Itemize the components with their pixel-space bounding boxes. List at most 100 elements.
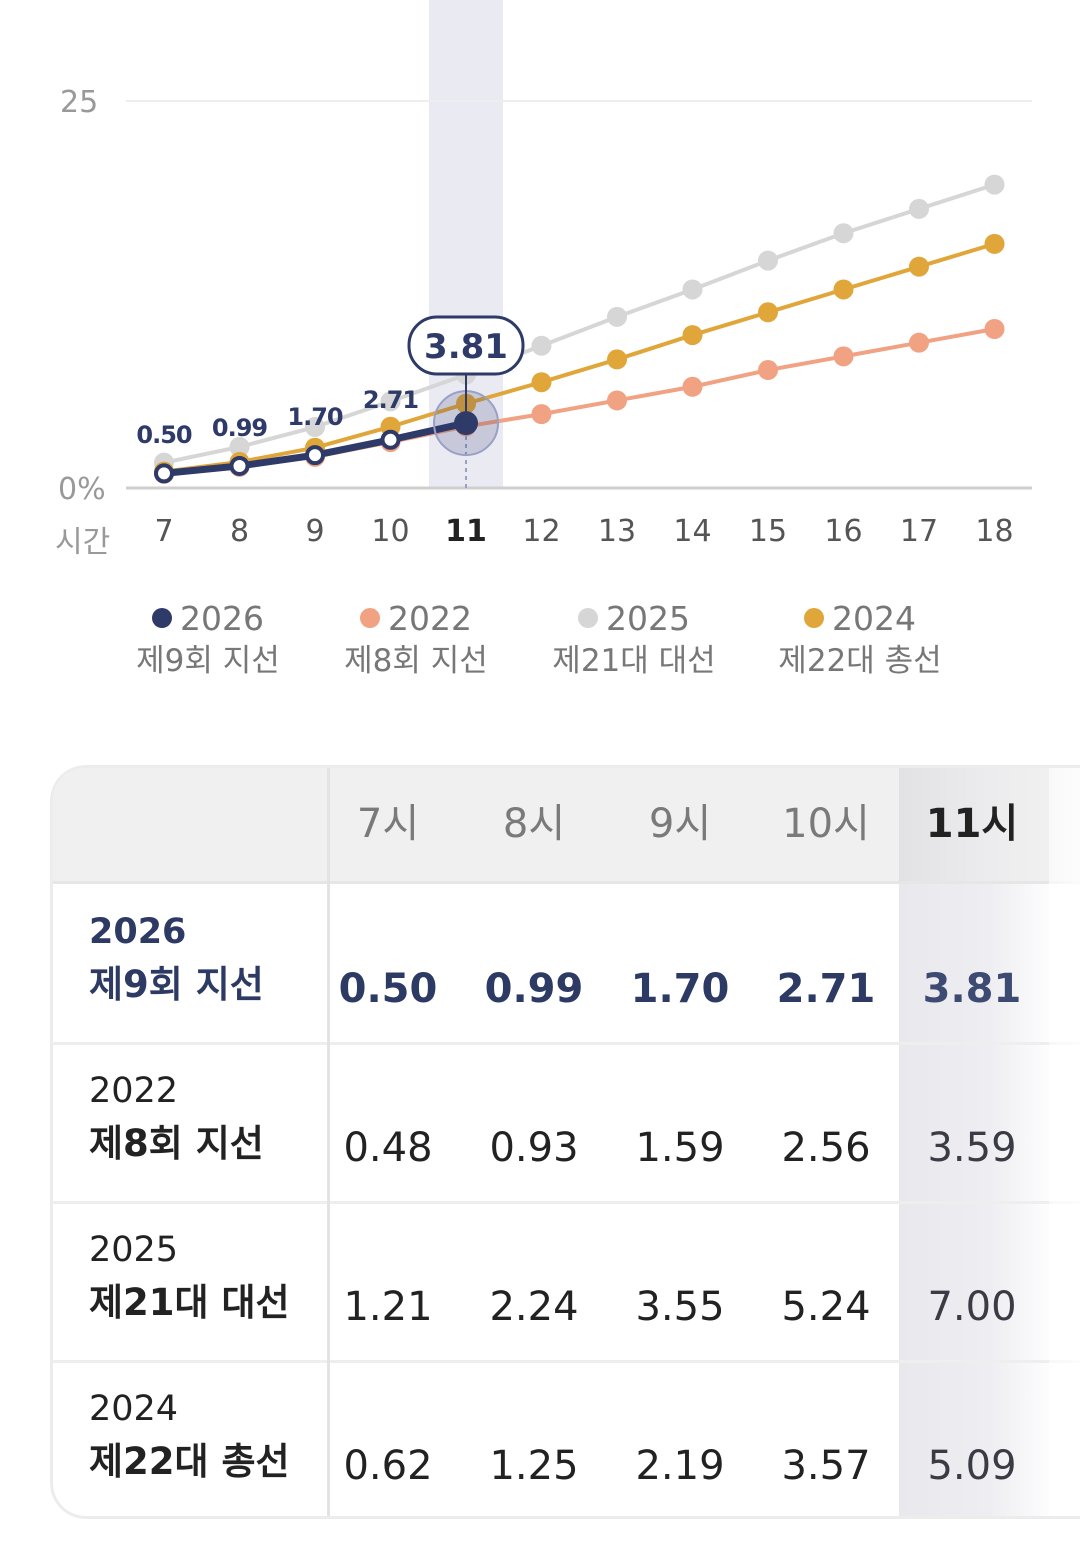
scroll-fade xyxy=(1049,768,1080,1516)
x-tick-labels: 7 8 9 10 11 12 13 14 15 16 17 18 xyxy=(154,514,1013,549)
series-point xyxy=(531,404,552,425)
x-tick-label: 11 xyxy=(445,514,487,549)
header-hour-7: 7시 xyxy=(356,801,420,847)
legend-name: 제21대 대선 xyxy=(552,643,716,679)
legend-item-2022[interactable]: 2022 제8회 지선 xyxy=(306,598,526,682)
series-line xyxy=(162,241,997,474)
table-row-2024: 2024 제22대 총선 0.62 1.25 2.19 3.57 5.09 xyxy=(53,1361,1080,1516)
series-point xyxy=(682,376,703,397)
series-point xyxy=(833,223,854,244)
series-point xyxy=(984,319,1005,339)
row-label: 2025 제21대 대선 xyxy=(89,1224,319,1330)
series-point xyxy=(531,335,552,356)
legend-year: 2026 xyxy=(180,599,264,638)
row-election-name: 제21대 대선 xyxy=(89,1281,290,1324)
x-tick-label: 15 xyxy=(749,514,787,549)
series-point xyxy=(380,391,401,412)
legend-dot-icon xyxy=(360,608,380,628)
x-tick-label: 13 xyxy=(598,514,636,549)
table-header-row: 7시 8시 9시 10시 11시 xyxy=(53,768,1080,884)
x-tick-label: 12 xyxy=(522,514,560,549)
table-cell: 0.93 xyxy=(489,1125,579,1171)
x-tick-label: 16 xyxy=(824,514,862,549)
legend-item-2025[interactable]: 2025 제21대 대선 xyxy=(524,598,744,682)
row-election-name: 제8회 지선 xyxy=(89,1122,264,1165)
point-label: 2.71 xyxy=(363,386,419,414)
series-point xyxy=(682,279,703,300)
x-tick-label: 9 xyxy=(305,514,324,549)
row-label: 2026 제9회 지선 xyxy=(89,906,319,1012)
legend-dot-icon xyxy=(152,608,172,628)
series-point xyxy=(909,256,929,277)
series-point xyxy=(909,198,929,219)
legend-item-2024[interactable]: 2024 제22대 총선 xyxy=(750,598,970,682)
y-tick-label: 0% xyxy=(58,472,106,507)
series-line xyxy=(162,182,997,465)
header-hour-11: 11시 xyxy=(925,801,1019,847)
series-point xyxy=(305,445,325,466)
callout-bubble xyxy=(407,315,525,376)
series-point xyxy=(380,429,401,450)
y-tick-label: 25 xyxy=(60,85,98,120)
row-year: 2025 xyxy=(89,1230,179,1270)
header-hour-10: 10시 xyxy=(782,801,870,847)
series-point xyxy=(833,279,854,300)
series-point xyxy=(607,390,627,411)
x-axis-label: 시간 xyxy=(55,525,110,560)
series-point xyxy=(833,346,854,367)
series-point xyxy=(909,332,929,353)
table-cell: 1.25 xyxy=(489,1443,579,1489)
legend-year: 2024 xyxy=(832,599,916,638)
legend-item-2026[interactable]: 2026 제9회 지선 xyxy=(98,598,318,682)
label-column-divider xyxy=(327,768,330,1516)
series-point xyxy=(305,417,325,438)
legend-year: 2022 xyxy=(388,599,472,638)
table-cell: 2.56 xyxy=(781,1125,871,1171)
series-point xyxy=(531,372,552,393)
series-layer xyxy=(154,174,1005,488)
legend-year: 2025 xyxy=(606,599,690,638)
x-tick-label: 10 xyxy=(371,514,409,549)
series-point xyxy=(229,455,250,476)
table-cell: 1.70 xyxy=(630,966,730,1012)
legend-name: 제8회 지선 xyxy=(344,643,488,679)
table-row-2026: 2026 제9회 지선 0.50 0.99 1.70 2.71 3.81 xyxy=(53,884,1080,1045)
x-tick-label: 18 xyxy=(975,514,1013,549)
series-point xyxy=(682,325,703,346)
table-cell: 1.21 xyxy=(343,1284,433,1330)
series-point xyxy=(607,306,627,327)
table-cell: 0.50 xyxy=(338,966,438,1012)
series-point xyxy=(758,360,778,381)
header-hour-9: 9시 xyxy=(648,801,712,847)
row-label: 2024 제22대 총선 xyxy=(89,1383,319,1489)
table-row-2022: 2022 제8회 지선 0.48 0.93 1.59 2.56 3.59 xyxy=(53,1043,1080,1204)
point-label: 0.50 xyxy=(136,421,192,449)
series-point xyxy=(454,411,478,436)
turnout-line-chart: 25 0% 시간 7 8 9 10 11 12 13 14 15 16 17 18 0.50 0.99 1… xyxy=(55,0,1032,560)
point-label: 1.70 xyxy=(287,403,343,431)
callout-value: 3.81 xyxy=(424,327,508,367)
table-cell: 3.81 xyxy=(922,966,1022,1012)
x-tick-label: 17 xyxy=(900,514,938,549)
point-label: 0.99 xyxy=(212,414,268,442)
current-hour-header-bg xyxy=(899,768,1049,881)
table-cell: 2.24 xyxy=(489,1284,579,1330)
table-cell: 0.99 xyxy=(484,966,584,1012)
table-cell: 1.59 xyxy=(635,1125,725,1171)
x-tick-label: 7 xyxy=(154,514,173,549)
x-tick-label: 8 xyxy=(230,514,249,549)
row-year: 2024 xyxy=(89,1389,179,1429)
legend-name: 제22대 총선 xyxy=(778,643,942,679)
row-election-name: 제22대 총선 xyxy=(89,1440,290,1483)
header-hour-8: 8시 xyxy=(502,801,566,847)
series-point xyxy=(758,302,778,323)
row-year: 2022 xyxy=(89,1071,179,1111)
legend-dot-icon xyxy=(578,608,598,628)
table-cell: 7.00 xyxy=(927,1284,1017,1330)
row-election-name: 제9회 지선 xyxy=(89,963,264,1006)
table-cell: 3.59 xyxy=(927,1125,1017,1171)
table-cell: 3.57 xyxy=(781,1443,871,1489)
table-row-2025: 2025 제21대 대선 1.21 2.24 3.55 5.24 7.00 xyxy=(53,1202,1080,1363)
table-cell: 5.09 xyxy=(927,1443,1017,1489)
series-point xyxy=(984,233,1005,254)
